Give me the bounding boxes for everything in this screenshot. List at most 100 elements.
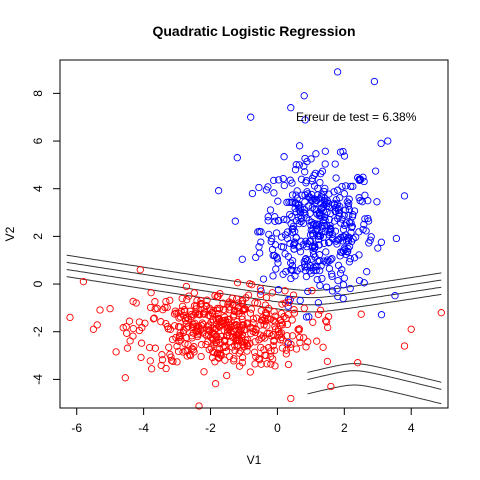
data-point [149,315,158,323]
data-point [135,326,144,335]
data-point [216,350,224,358]
data-point [170,310,179,318]
data-point [183,324,191,332]
data-point [328,270,336,278]
data-point [129,332,137,340]
data-point [327,256,335,264]
data-point [230,355,238,363]
data-point [214,335,223,344]
data-point [206,327,214,335]
data-point [239,297,247,305]
data-point [195,310,203,319]
data-point [361,215,369,223]
data-point [309,264,317,272]
data-point [322,258,331,266]
data-point [157,318,165,326]
data-point [174,309,182,317]
data-point [241,305,249,313]
data-point [198,325,206,333]
x-tick-label: 4 [408,421,415,435]
data-point [286,210,294,219]
data-point [243,319,252,327]
data-point [332,196,340,204]
data-point [197,352,205,361]
data-point [214,309,222,318]
data-point [284,310,292,319]
contour-line [307,363,442,383]
data-point [266,206,275,214]
y-tick-label: 8 [31,90,45,97]
data-point [334,292,342,301]
data-point [264,315,272,323]
data-point [93,321,101,329]
data-point [328,230,337,239]
data-point [151,305,159,313]
data-point [211,358,219,366]
data-point [224,300,232,308]
data-point [338,215,346,223]
data-point [352,233,360,241]
data-point [199,309,207,318]
data-point [265,329,274,338]
data-point [240,321,248,329]
data-point [136,266,144,274]
data-point [287,104,295,112]
data-point [280,215,288,224]
data-point [240,326,248,334]
data-point [209,310,217,318]
data-point [287,394,295,403]
data-point [182,282,191,291]
data-point [327,225,335,234]
data-point [146,303,155,312]
data-point [216,289,224,298]
data-point [339,225,348,234]
data-point [336,252,344,260]
data-point [270,336,278,344]
data-point [146,357,154,365]
data-point [336,269,345,277]
data-point [157,361,165,370]
data-point [210,348,218,357]
data-point [106,305,114,313]
data-point [129,324,137,333]
data-point [197,341,206,349]
data-point [250,348,259,356]
data-point [275,331,283,339]
data-point [272,253,281,261]
data-point [305,313,313,321]
data-point [400,192,409,200]
data-point [251,360,259,368]
data-point [159,306,167,314]
data-point [304,287,312,296]
data-point [320,239,328,247]
data-point [281,287,289,295]
data-point [344,202,352,210]
data-point [215,304,224,313]
data-point [304,202,312,210]
data-point [279,174,287,183]
data-point [252,253,260,262]
data-point [316,178,324,187]
data-point [173,342,181,350]
data-point [297,175,306,183]
data-point [262,351,270,360]
data-point [304,338,312,346]
data-point [268,289,276,297]
data-point [234,330,242,338]
data-point [367,233,375,241]
data-point [121,374,129,382]
data-point [296,296,304,305]
data-point [296,248,305,256]
data-point [262,293,271,302]
data-point [315,220,323,229]
data-point [186,351,194,359]
data-point [339,237,347,245]
data-point [333,240,341,248]
data-point [288,316,296,324]
data-point [283,332,291,340]
y-tick-label: 4 [31,185,45,192]
data-point [230,311,238,319]
data-point [173,358,181,366]
data-point [377,238,386,246]
